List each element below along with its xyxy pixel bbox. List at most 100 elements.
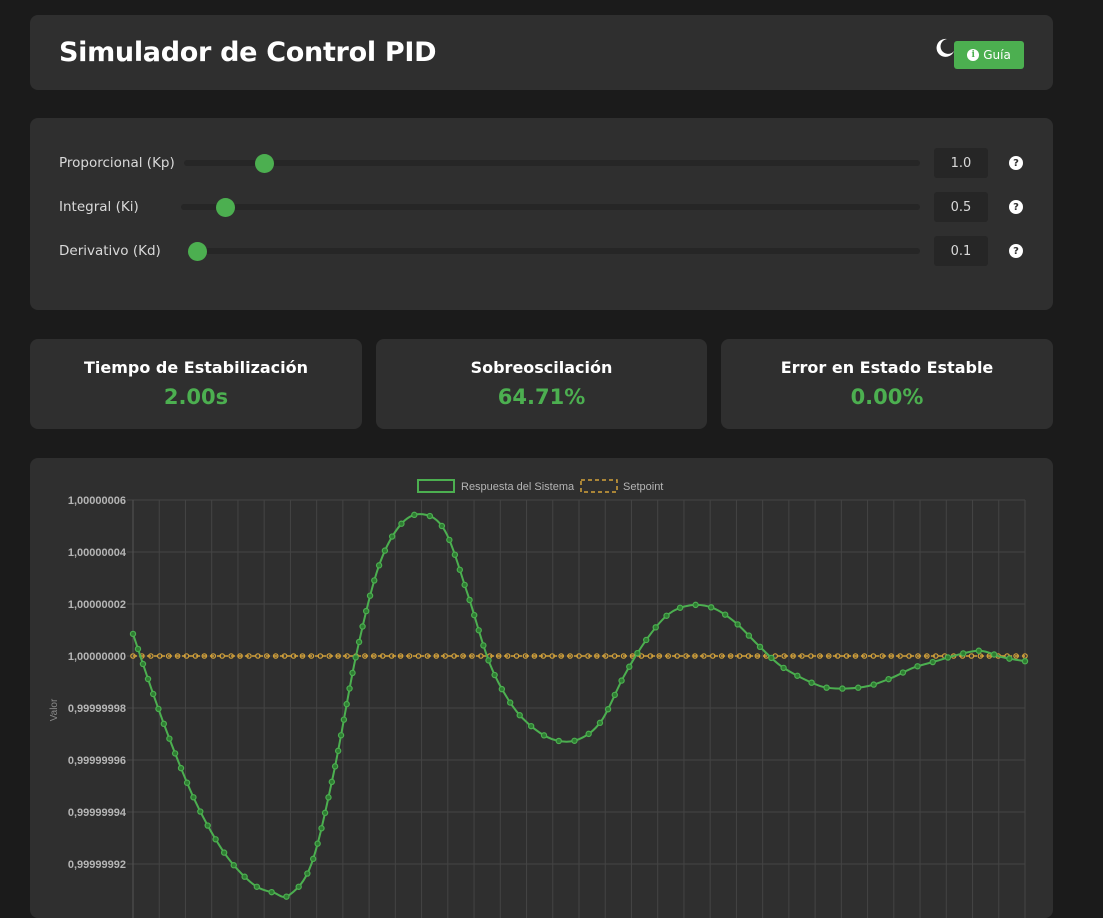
response-point	[471, 611, 478, 619]
kd-slider-thumb[interactable]	[188, 242, 207, 261]
setpoint-point	[656, 653, 663, 659]
response-point	[253, 883, 261, 890]
response-point	[230, 862, 237, 869]
response-point	[734, 621, 741, 628]
response-point	[451, 551, 459, 558]
setpoint-point	[915, 653, 921, 659]
ki-slider-thumb[interactable]	[216, 198, 235, 217]
y-tick-label: 0,99999992	[68, 859, 126, 871]
kp-slider-track[interactable]	[184, 160, 920, 166]
legend-label-response[interactable]: Respuesta del Sistema	[461, 481, 575, 493]
legend-label-setpoint[interactable]: Setpoint	[623, 481, 663, 493]
ki-value-input[interactable]: 0.5	[934, 192, 988, 222]
response-point	[780, 664, 787, 672]
kd-help-icon[interactable]: ?	[1009, 244, 1023, 258]
ki-control: Integral (Ki) 0.5 ?	[30, 192, 1053, 222]
response-point	[839, 685, 846, 692]
kd-value-input[interactable]: 0.1	[934, 236, 988, 266]
response-point	[618, 677, 625, 684]
response-point	[204, 822, 211, 829]
setpoint-point	[906, 653, 912, 659]
response-point	[870, 681, 877, 688]
y-tick-label: 1,00000006	[68, 495, 126, 507]
kp-slider-thumb[interactable]	[255, 154, 274, 173]
kp-value-input[interactable]: 1.0	[934, 148, 988, 178]
response-point	[975, 647, 983, 654]
setpoint-point	[549, 653, 556, 659]
response-point	[388, 533, 396, 540]
setpoint-point	[371, 653, 377, 659]
kd-slider-track[interactable]	[188, 248, 920, 254]
setpoint-point	[442, 653, 449, 659]
kp-help-icon[interactable]: ?	[1009, 156, 1023, 170]
response-point	[540, 732, 548, 739]
response-point	[144, 675, 152, 683]
setpoint-point	[237, 653, 243, 659]
setpoint-point	[308, 653, 315, 659]
settling-time-value: 2.00s	[163, 385, 229, 409]
response-point	[642, 636, 650, 644]
setpoint-point	[130, 653, 136, 659]
response-point	[331, 763, 339, 770]
setpoint-point	[513, 653, 520, 659]
setpoint-point	[727, 653, 734, 659]
response-point	[707, 604, 715, 611]
setpoint-point	[478, 653, 484, 659]
response-point	[411, 511, 418, 519]
response-point	[343, 700, 350, 708]
response-point	[823, 684, 830, 691]
response-point	[491, 671, 498, 679]
setpoint-point	[825, 653, 832, 659]
response-point	[190, 794, 197, 801]
setpoint-point	[264, 653, 270, 659]
setpoint-point	[165, 653, 172, 659]
setpoint-point	[1013, 653, 1019, 659]
setpoint-point	[709, 653, 716, 659]
response-point	[745, 632, 753, 639]
response-point	[990, 651, 998, 658]
setpoint-point	[594, 653, 600, 659]
response-point	[139, 660, 147, 668]
response-point	[426, 512, 434, 520]
setpoint-point	[718, 653, 725, 659]
setpoint-point	[834, 653, 841, 659]
response-point	[340, 716, 348, 723]
setpoint-point	[861, 653, 868, 659]
response-point	[768, 654, 775, 662]
response-point	[398, 520, 405, 527]
response-point	[371, 577, 378, 584]
response-point	[571, 737, 578, 744]
response-point	[129, 630, 137, 638]
response-point	[241, 873, 248, 880]
legend-swatch-setpoint[interactable]	[580, 479, 618, 493]
response-point	[366, 592, 374, 599]
setpoint-point	[585, 653, 591, 659]
response-point	[1006, 655, 1013, 662]
setpoint-point	[817, 653, 823, 659]
setpoint-point	[183, 653, 190, 659]
info-icon: i	[967, 49, 980, 61]
setpoint-point	[424, 653, 431, 659]
response-point	[596, 719, 604, 727]
setpoint-point	[344, 653, 350, 659]
legend-swatch-response[interactable]	[417, 479, 455, 493]
response-point	[438, 522, 446, 530]
response-point	[808, 679, 815, 686]
y-axis-label: Valor	[49, 698, 60, 721]
setpoint-point	[968, 653, 975, 659]
setpoint-point	[745, 653, 752, 659]
setpoint-point	[620, 653, 627, 659]
response-point	[456, 566, 464, 573]
response-point	[346, 685, 353, 692]
setpoint-point	[852, 653, 859, 659]
response-point	[885, 675, 892, 683]
setpoint-point	[460, 653, 466, 659]
setpoint-point	[879, 653, 886, 659]
guide-button[interactable]: i Guía	[954, 41, 1024, 69]
moon-icon[interactable]	[933, 36, 957, 60]
setpoint-point	[192, 653, 199, 659]
ki-slider-track[interactable]	[181, 204, 920, 210]
ki-help-icon[interactable]: ?	[1009, 200, 1023, 214]
response-point	[721, 611, 729, 618]
setpoint-point	[870, 653, 877, 659]
